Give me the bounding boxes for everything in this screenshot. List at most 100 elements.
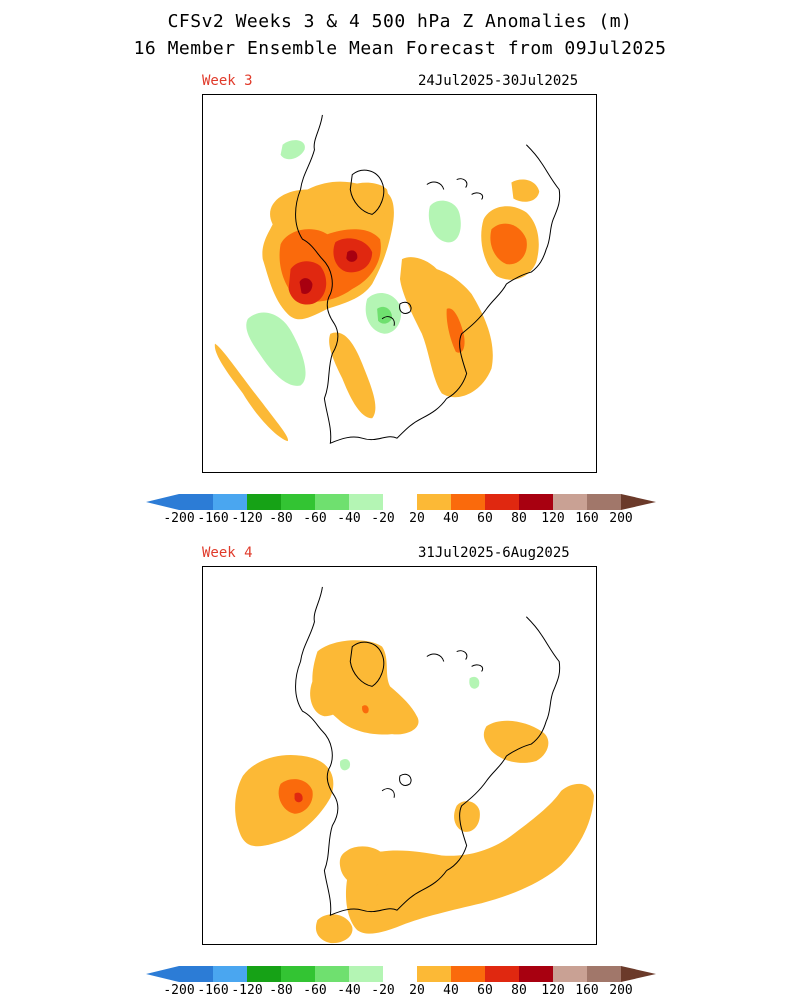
colorbar2-label: -20 (371, 983, 395, 998)
pos-anomaly-asia-east (483, 720, 549, 763)
colorbar1-pos-80 (519, 494, 553, 510)
coast-eurasia (446, 616, 561, 871)
colorbar1-label: 120 (541, 511, 565, 526)
coast-eurasia (446, 144, 561, 399)
pos-anomaly-nw-pacific-band (345, 783, 594, 934)
colorbar1-label: -20 (371, 511, 395, 526)
pos-anomaly-pacific-west (399, 257, 493, 398)
colorbar2-pos-60 (485, 966, 519, 982)
week4-coastlines (295, 586, 561, 916)
colorbar2-label: -80 (269, 983, 293, 998)
pos-anomaly-subtropical-atlantic-band (329, 332, 376, 419)
colorbar2-neg-160 (213, 966, 247, 982)
colorbar1-neg-200 (179, 494, 213, 510)
colorbar2-neg-20 (349, 966, 383, 982)
colorbar2-neg-60 (281, 966, 315, 982)
colorbar2-neg-80 (247, 966, 281, 982)
colorbar2-pos-120 (553, 966, 587, 982)
colorbar1-pos-120 (553, 494, 587, 510)
panel2-map (202, 566, 597, 945)
colorbar2-pos-160 (587, 966, 621, 982)
neg-anomaly-greenland-small (280, 140, 305, 160)
colorbar1-label: 160 (575, 511, 599, 526)
colorbar2-neg-200-arrow (146, 966, 179, 982)
colorbar1-label: -120 (231, 511, 263, 526)
colorbar1-label: 80 (511, 511, 527, 526)
colorbar1-pos-200-arrow (621, 494, 656, 510)
panel2-dates: 31Jul2025-6Aug2025 (418, 545, 570, 561)
colorbar2-labels: -200 -160 -120 -80 -60 -40 -20 20 40 60 … (146, 983, 666, 999)
colorbar1-label: 60 (477, 511, 493, 526)
colorbar1-pos-20 (417, 494, 451, 510)
colorbar2-pos-20 (417, 966, 451, 982)
coast-arctic-islands (381, 650, 484, 798)
colorbar1-zero (383, 494, 417, 510)
neg-anomaly-arctic (428, 200, 461, 243)
colorbar1-label: -200 (163, 511, 195, 526)
colorbar1-neg-160 (213, 494, 247, 510)
week3-anomaly-shading (214, 140, 540, 442)
colorbar2-label: -60 (303, 983, 327, 998)
colorbar1-neg-60 (281, 494, 315, 510)
colorbar2-label: -160 (197, 983, 229, 998)
colorbar1-label: -80 (269, 511, 293, 526)
neg-anomaly-greenland-small (339, 758, 351, 771)
colorbar2-pos-80 (519, 966, 553, 982)
neg-anomaly-central-inner (377, 306, 393, 324)
colorbar2-label: -120 (231, 983, 263, 998)
colorbar2-label: -200 (163, 983, 195, 998)
colorbar2-pos-200-arrow (621, 966, 656, 982)
colorbar1-label: 20 (409, 511, 425, 526)
colorbar1-pos-160 (587, 494, 621, 510)
colorbar2-label: -40 (337, 983, 361, 998)
panel1-label: Week 3 (202, 73, 253, 89)
colorbar1-pos-60 (485, 494, 519, 510)
coast-north-america (295, 586, 448, 916)
coast-greenland (349, 641, 385, 687)
colorbar1-neg-40 (315, 494, 349, 510)
coast-greenland (349, 169, 385, 215)
colorbar2-pos-40 (451, 966, 485, 982)
pos-anomaly-sw-blob (315, 914, 353, 944)
neg-anomaly-arctic-small (469, 676, 480, 689)
panel2-map-svg (235, 586, 594, 944)
colorbar1-label: 200 (609, 511, 633, 526)
colorbar1-labels: -200 -160 -120 -80 -60 -40 -20 20 40 60 … (146, 511, 666, 527)
panel1-dates: 24Jul2025-30Jul2025 (418, 73, 579, 89)
colorbar2-label: 160 (575, 983, 599, 998)
colorbar2-zero (383, 966, 417, 982)
colorbar2-label: 40 (443, 983, 459, 998)
week3-coastlines (295, 114, 561, 444)
coast-arctic-islands (381, 178, 484, 326)
colorbar2-neg-200 (179, 966, 213, 982)
colorbar1-neg-200-arrow (146, 494, 179, 510)
colorbar2-label: 60 (477, 983, 493, 998)
pos-anomaly-europe-darkred (299, 250, 358, 294)
pos-anomaly-atlantic-extension (332, 182, 389, 229)
colorbar-1 (146, 494, 656, 510)
colorbar1-neg-80 (247, 494, 281, 510)
pos-anomaly-north-atlantic (312, 640, 419, 735)
panel1-map-svg (214, 114, 561, 444)
colorbar2-label: 200 (609, 983, 633, 998)
colorbar2-label: 80 (511, 983, 527, 998)
coast-north-america (295, 114, 448, 444)
pos-anomaly-sw-strip (214, 343, 289, 442)
pos-anomaly-north-atlantic-west (310, 679, 344, 717)
colorbar1-label: -60 (303, 511, 327, 526)
panel1-map (202, 94, 597, 473)
map-title-line1: CFSv2 Weeks 3 & 4 500 hPa Z Anomalies (m… (167, 11, 633, 32)
colorbar1-label: -40 (337, 511, 361, 526)
pos-anomaly-south-central (339, 846, 387, 888)
colorbar2-label: 20 (409, 983, 425, 998)
neg-anomaly-atlantic-west (246, 312, 306, 386)
pos-anomaly-north-atlantic-orange (362, 705, 369, 714)
colorbar2-neg-40 (315, 966, 349, 982)
colorbar1-neg-20 (349, 494, 383, 510)
colorbar-2 (146, 966, 656, 982)
colorbar1-pos-40 (451, 494, 485, 510)
colorbar1-label: -160 (197, 511, 229, 526)
map-title-line2: 16 Member Ensemble Mean Forecast from 09… (133, 38, 667, 59)
colorbar2-label: 120 (541, 983, 565, 998)
panel2-label: Week 4 (202, 545, 253, 561)
